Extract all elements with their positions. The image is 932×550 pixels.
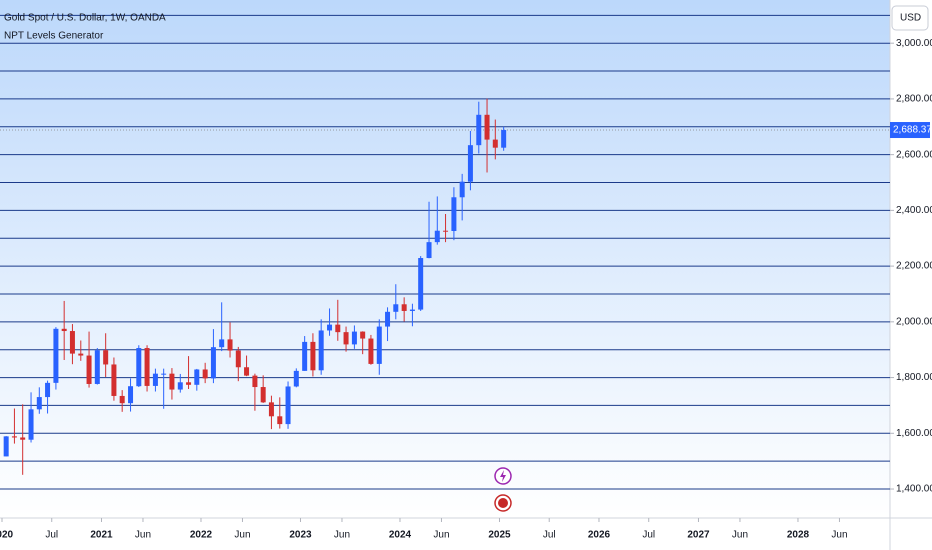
candle-body bbox=[459, 181, 465, 198]
y-tick-label: 3,000.000 bbox=[896, 38, 932, 49]
candle-body bbox=[451, 197, 457, 231]
candle-body bbox=[3, 436, 9, 457]
candle-body bbox=[476, 114, 482, 146]
candle-body bbox=[227, 339, 233, 351]
candle-body bbox=[161, 373, 167, 375]
x-tick-label: Jul bbox=[45, 530, 58, 541]
y-tick-label: 1,600.000 bbox=[896, 428, 932, 439]
candle-body bbox=[277, 416, 283, 425]
x-tick-label: Jun bbox=[135, 530, 151, 541]
candle-body bbox=[36, 397, 42, 410]
candle-body bbox=[327, 324, 333, 331]
candle-body bbox=[302, 341, 308, 371]
candle-body bbox=[128, 386, 134, 404]
currency-button[interactable] bbox=[891, 5, 929, 31]
candle-body bbox=[467, 145, 473, 182]
candle-body bbox=[401, 304, 407, 311]
candle-body bbox=[501, 130, 507, 148]
candle-body bbox=[360, 331, 366, 339]
candle-body bbox=[434, 230, 440, 243]
candle-body bbox=[293, 370, 299, 387]
candle-body bbox=[152, 373, 158, 386]
candle-body bbox=[268, 402, 274, 417]
x-tick-label: Jun bbox=[831, 530, 847, 541]
y-tick-label: 2,200.000 bbox=[896, 261, 932, 272]
chart-title: Gold Spot / U.S. Dollar, 1W, OANDA bbox=[4, 13, 166, 24]
candle-body bbox=[385, 311, 391, 327]
candle-body bbox=[376, 326, 382, 364]
candle-body bbox=[53, 328, 59, 383]
y-tick-label: 2,600.000 bbox=[896, 149, 932, 160]
candle-body bbox=[409, 309, 415, 311]
x-tick-label: Jul bbox=[642, 530, 655, 541]
candle-body bbox=[136, 348, 142, 387]
candle-body bbox=[492, 139, 498, 148]
candle-body bbox=[368, 338, 374, 364]
x-tick-label: Jun bbox=[732, 530, 748, 541]
x-tick-label: 2028 bbox=[787, 530, 810, 541]
candle-body bbox=[28, 409, 34, 440]
candle-body bbox=[210, 347, 216, 379]
candle-body bbox=[144, 348, 150, 386]
candle-body bbox=[86, 355, 92, 384]
x-tick-label: 2020 bbox=[0, 530, 14, 541]
x-tick-label: 2024 bbox=[389, 530, 412, 541]
candle-body bbox=[103, 350, 109, 365]
plot-background bbox=[0, 0, 890, 518]
x-tick-label: 2021 bbox=[90, 530, 113, 541]
candle-body bbox=[244, 367, 250, 376]
candle-body bbox=[285, 386, 291, 425]
x-tick-label: 2027 bbox=[687, 530, 710, 541]
candle-body bbox=[111, 364, 117, 396]
x-tick-label: Jul bbox=[543, 530, 556, 541]
candle-body bbox=[202, 369, 208, 379]
currency-label[interactable]: USD bbox=[900, 13, 921, 24]
y-tick-label: 2,000.000 bbox=[896, 316, 932, 327]
candle-body bbox=[186, 382, 192, 385]
candle-body bbox=[194, 369, 200, 385]
x-tick-label: Jun bbox=[234, 530, 250, 541]
candle-body bbox=[318, 330, 324, 371]
candle-body bbox=[310, 341, 316, 371]
x-tick-label: 2022 bbox=[190, 530, 213, 541]
candle-body bbox=[94, 350, 100, 384]
candle-body bbox=[61, 328, 67, 332]
x-tick-label: Jun bbox=[334, 530, 350, 541]
candle-body bbox=[235, 350, 241, 368]
candle-body bbox=[418, 258, 424, 310]
candle-body bbox=[11, 436, 17, 438]
candle-body bbox=[260, 387, 266, 403]
candle-body bbox=[169, 373, 175, 390]
candle-body bbox=[335, 324, 341, 333]
candle-body bbox=[343, 332, 349, 345]
y-tick-label: 2,400.000 bbox=[896, 205, 932, 216]
x-tick-label: Jun bbox=[433, 530, 449, 541]
candle-body bbox=[393, 304, 399, 312]
event-icon-glyph bbox=[498, 498, 508, 508]
x-tick-label: 2025 bbox=[488, 530, 511, 541]
candle-body bbox=[119, 395, 125, 404]
last-price-label: 2,688.375 bbox=[893, 125, 932, 136]
y-tick-label: 1,400.000 bbox=[896, 484, 932, 495]
indicator-name: NPT Levels Generator bbox=[4, 31, 104, 42]
x-tick-label: 2023 bbox=[289, 530, 312, 541]
candle-body bbox=[219, 339, 225, 348]
y-tick-label: 2,800.000 bbox=[896, 94, 932, 105]
candle-body bbox=[20, 437, 26, 440]
candle-body bbox=[351, 331, 357, 345]
last-price-box bbox=[890, 122, 930, 139]
candle-body bbox=[426, 242, 432, 259]
candle-body bbox=[78, 353, 84, 356]
candle-body bbox=[252, 375, 258, 388]
candle-body bbox=[443, 230, 449, 232]
candle-body bbox=[45, 382, 51, 398]
x-tick-label: 2026 bbox=[588, 530, 611, 541]
event-icon-glyph bbox=[500, 470, 506, 482]
y-tick-label: 1,800.000 bbox=[896, 372, 932, 383]
candle-body bbox=[69, 331, 75, 354]
candle-body bbox=[177, 382, 183, 390]
candle-body bbox=[484, 114, 490, 140]
